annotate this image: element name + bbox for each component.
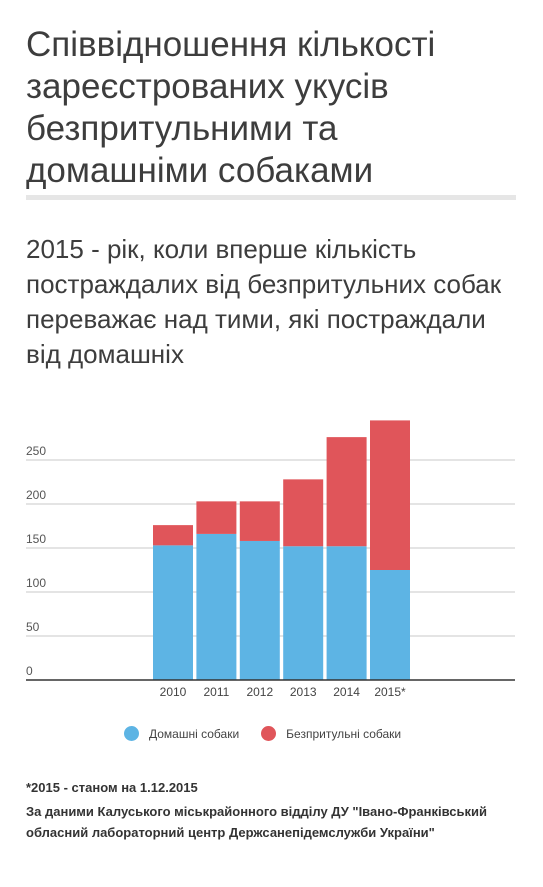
x-tick-label-2011: 2011: [203, 685, 229, 699]
legend-item-domestic: Домашні собаки: [124, 726, 239, 741]
bar-stray-2010: [153, 525, 193, 546]
legend-swatch-domestic: [124, 726, 139, 741]
chart-subtitle: 2015 - рік, коли вперше кількість постра…: [26, 234, 502, 369]
x-tick-label-2013: 2013: [290, 685, 317, 699]
bar-domestic-2012: [239, 540, 280, 680]
y-tick-label-250: 250: [26, 444, 46, 458]
legend-label-domestic: Домашні собаки: [149, 726, 240, 741]
bar-domestic-2014: [326, 546, 367, 680]
bar-stray-2012: [239, 501, 280, 541]
legend-item-stray: Безпритульні собаки: [261, 726, 401, 741]
bar-stray-2013: [283, 479, 324, 547]
bar-stray-2015: [370, 420, 410, 570]
stacked-bar-chart: 0 50 100 150 200 250 2010 2011 2012 2013 2014 2015*: [26, 420, 515, 699]
y-tick-label-100: 100: [26, 576, 46, 590]
bar-domestic-2010: [153, 545, 193, 680]
source-note: За даними Калуського міськрайонного відд…: [26, 804, 487, 840]
bar-domestic-2015: [370, 570, 410, 680]
x-tick-label-2015: 2015*: [374, 685, 406, 699]
y-tick-label-150: 150: [26, 532, 46, 546]
x-tick-label-2010: 2010: [160, 685, 187, 699]
y-tick-label-50: 50: [26, 620, 40, 634]
x-tick-label-2012: 2012: [246, 685, 273, 699]
legend-swatch-stray: [261, 726, 277, 741]
chart-title: Співвідношення кількості зареєстрованих …: [26, 25, 436, 190]
legend-label-stray: Безпритульні собаки: [286, 726, 402, 741]
x-tick-label-2014: 2014: [333, 685, 360, 699]
title-divider: [26, 195, 516, 200]
chart-legend: Домашні собаки Безпритульні собаки: [124, 726, 423, 741]
bar-domestic-2011: [196, 533, 237, 680]
footnote: *2015 - станом на 1.12.2015: [26, 780, 198, 795]
y-tick-label-200: 200: [26, 488, 46, 502]
bar-domestic-2013: [283, 546, 324, 680]
y-tick-label-0: 0: [26, 664, 33, 678]
bar-stray-2011: [196, 501, 237, 534]
bar-stray-2014: [326, 437, 367, 547]
